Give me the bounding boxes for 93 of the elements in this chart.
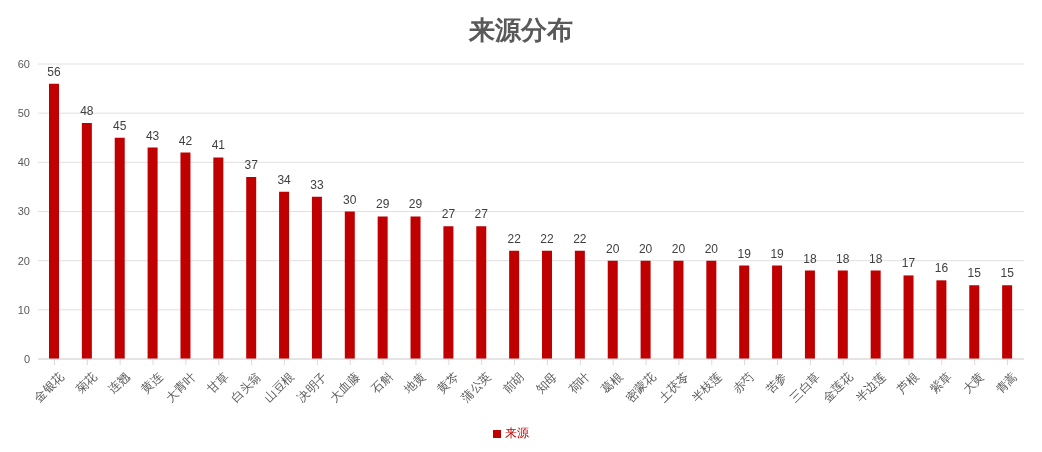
bar [936, 280, 947, 359]
y-tick-label: 20 [17, 254, 30, 267]
bar [377, 216, 388, 359]
data-label: 41 [211, 138, 226, 153]
x-tick-label: 山豆根 [261, 369, 297, 405]
x-tick-label: 半边莲 [853, 369, 889, 405]
data-label: 19 [737, 246, 752, 261]
x-tick-label: 密蒙花 [623, 369, 659, 405]
bar [903, 275, 914, 359]
x-tick-label: 黄连 [138, 369, 166, 397]
data-label: 18 [803, 251, 817, 266]
data-label: 17 [901, 256, 916, 271]
data-label: 22 [507, 231, 522, 246]
data-label: 15 [1000, 266, 1015, 281]
x-tick-label: 前胡 [500, 369, 527, 397]
bar [640, 260, 651, 359]
bar [180, 152, 191, 359]
data-label: 43 [145, 128, 160, 143]
data-label: 22 [540, 231, 554, 246]
x-tick-label: 荷叶 [565, 369, 593, 397]
data-label: 18 [868, 251, 883, 266]
bar [607, 260, 618, 359]
x-tick-label: 半枝莲 [688, 369, 725, 405]
data-label: 20 [704, 241, 719, 256]
x-tick-label: 地黄 [400, 369, 429, 398]
bar [114, 137, 125, 359]
bar [49, 83, 59, 359]
bar [870, 270, 881, 359]
data-label: 48 [80, 104, 94, 118]
data-label: 27 [474, 207, 489, 222]
x-tick-label: 大黄 [960, 369, 988, 397]
data-label: 29 [408, 197, 423, 212]
y-tick-label: 10 [17, 303, 30, 316]
bar [410, 216, 421, 359]
bar [706, 260, 717, 359]
bar [804, 270, 815, 359]
x-tick-label: 紫草 [927, 369, 955, 397]
data-label: 22 [573, 231, 587, 246]
bar [673, 260, 684, 359]
x-tick-label: 决明子 [294, 369, 330, 405]
data-label: 16 [934, 261, 949, 276]
x-tick-label: 连翘 [105, 369, 133, 397]
bar [213, 157, 224, 359]
y-tick-label: 0 [23, 352, 30, 365]
bar [739, 265, 750, 359]
y-tick-label: 50 [17, 107, 30, 120]
legend-label: 来源 [505, 426, 529, 440]
bar [772, 265, 783, 359]
data-label: 56 [47, 64, 61, 79]
data-label: 27 [441, 207, 456, 222]
data-label: 33 [310, 177, 324, 192]
y-tick-label: 60 [17, 57, 30, 70]
data-label: 20 [638, 241, 653, 256]
bar [509, 250, 520, 359]
x-tick-label: 三白草 [787, 369, 823, 405]
bar [443, 226, 454, 359]
y-tick-label: 30 [17, 205, 30, 218]
bar [279, 191, 290, 359]
x-tick-label: 葛根 [598, 369, 626, 397]
bar [837, 270, 848, 359]
bar [542, 250, 552, 359]
bar [311, 196, 322, 359]
data-label: 18 [836, 251, 850, 266]
data-label: 29 [375, 197, 390, 212]
x-tick-label: 金莲花 [820, 369, 856, 405]
data-label: 45 [113, 118, 127, 133]
data-label: 20 [606, 241, 620, 256]
data-label: 30 [343, 192, 357, 207]
x-tick-label: 菊花 [72, 369, 100, 397]
chart-title: 来源分布 [468, 14, 574, 47]
bar [246, 177, 257, 359]
data-label: 34 [277, 172, 292, 187]
data-label: 20 [671, 241, 686, 256]
x-tick-label: 芦根 [894, 369, 922, 397]
bar [574, 250, 585, 359]
data-label: 19 [770, 246, 785, 261]
data-label: 42 [178, 133, 193, 148]
bar [81, 123, 92, 359]
x-tick-label: 知母 [532, 369, 560, 397]
x-tick-label: 金银花 [31, 369, 67, 405]
x-tick-label: 苦参 [762, 369, 790, 397]
data-label: 15 [967, 266, 982, 281]
bar [147, 147, 158, 359]
y-tick-label: 40 [17, 156, 30, 169]
data-label: 37 [244, 158, 259, 173]
bar [476, 226, 487, 359]
x-tick-label: 赤芍 [730, 369, 757, 397]
x-tick-label: 青蒿 [993, 369, 1020, 397]
bar [344, 211, 355, 359]
bar [969, 285, 980, 359]
x-tick-label: 大血藤 [327, 369, 363, 405]
x-tick-label: 石斛 [368, 369, 396, 397]
bar [1002, 285, 1013, 359]
